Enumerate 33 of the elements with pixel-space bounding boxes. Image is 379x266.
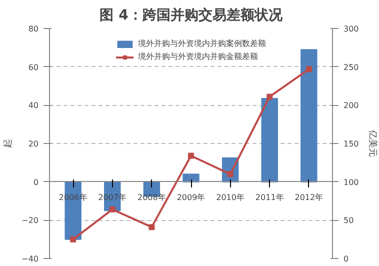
- point: [188, 152, 194, 159]
- x-tick-label: 2009年: [176, 192, 206, 202]
- y2-axis-title: 亿美元: [366, 129, 378, 157]
- x-tick-label: 2010年: [216, 192, 244, 202]
- y-tick-label: 60: [28, 62, 39, 72]
- legend-label: 境外并购与外资境内并购案例数差额: [138, 38, 266, 49]
- y2-tick-label: 150: [344, 140, 359, 148]
- y2-tick-label: 250: [344, 62, 359, 72]
- y2-tick-label: 200: [344, 101, 359, 110]
- point: [266, 94, 273, 100]
- point: [70, 236, 76, 242]
- point: [148, 224, 155, 230]
- y2-tick-label: 0: [344, 254, 349, 264]
- y-tick-label: 40: [28, 101, 39, 110]
- y-tick-label: −20: [22, 216, 39, 226]
- bar: [300, 49, 318, 182]
- y2-tick-label: 100: [344, 178, 359, 187]
- y-axis-title: 起: [2, 139, 14, 148]
- x-tick-label: 2012年: [294, 192, 324, 202]
- y-tick-label: 80: [28, 24, 39, 34]
- y2-tick-label: 50: [344, 216, 354, 226]
- point: [109, 206, 116, 212]
- bar: [182, 174, 200, 182]
- bar: [261, 98, 278, 182]
- y-tick-label: 0: [33, 178, 39, 187]
- point: [227, 171, 234, 178]
- y-tick-label: −40: [22, 254, 39, 264]
- point: [306, 66, 312, 72]
- y2-tick-label: 300: [344, 24, 359, 34]
- y-tick-label: 20: [28, 140, 39, 148]
- legend-label: 境外并购与外资境内并购金额差额: [138, 51, 258, 62]
- x-tick-label: 2011年: [255, 192, 284, 202]
- chart-title: 图 4：跨国并购交易差额状况: [100, 6, 284, 24]
